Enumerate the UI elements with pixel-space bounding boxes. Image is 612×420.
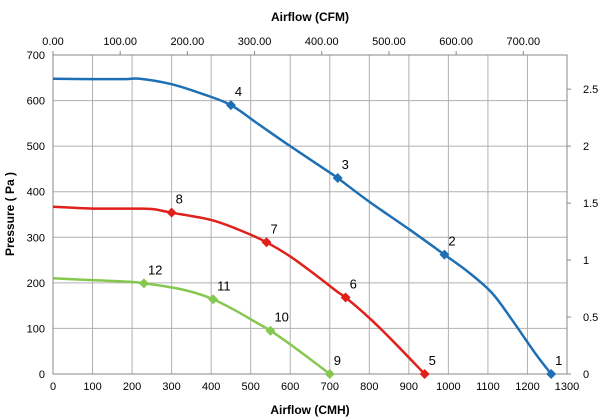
y-tick-label: 700 [27,50,45,62]
data-point-label: 1 [555,353,562,368]
y2-tick-label: 2 [583,141,589,153]
y-axis-title: Pressure ( Pa ) [3,172,17,256]
x2-tick-label: 500.00 [372,36,406,48]
data-point-marker [166,207,177,218]
y-tick-label: 0 [39,369,45,381]
data-point-marker [225,100,236,111]
series-line-1 [52,77,553,375]
data-point-marker [265,325,276,336]
x-tick-label: 300 [162,381,180,393]
data-point-marker [324,369,335,379]
x-tick-label: 1200 [515,381,539,393]
tick-layer: 0 100 200 300 400 500 600 700 800 900 1000 1100 1200… [27,36,599,393]
x-tick-label: 400 [202,381,220,393]
data-point-marker [546,369,557,379]
x-axis-title: Airflow (CMH) [270,403,349,417]
x2-tick-label: 400.00 [305,36,339,48]
x2-tick-label: 300.00 [238,36,272,48]
x-tick-label: 600 [281,381,299,393]
data-point-label: 11 [217,278,231,293]
data-point-label: 5 [429,353,436,368]
y2-tick-label: 0 [583,369,589,381]
x-tick-label: 0 [50,381,56,393]
data-point-label: 7 [271,221,278,236]
x-tick-label: 900 [400,381,418,393]
y-tick-label: 600 [27,96,45,108]
data-point-marker [439,249,450,260]
data-point-marker [419,369,430,379]
data-point-marker [138,278,149,289]
data-point-label: 8 [176,192,183,207]
y2-tick-label: 0.5 [583,312,598,324]
data-point-label: 9 [334,353,341,368]
x2-tick-label: 700.00 [506,36,540,48]
y-tick-label: 500 [27,141,45,153]
plot-frame [52,54,568,375]
x2-tick-label: 200.00 [171,36,205,48]
x-tick-label: 1100 [476,381,500,393]
data-point-label: 10 [274,310,288,325]
x-tick-label: 1300 [555,381,579,393]
y-tick-label: 400 [27,187,45,199]
x-tick-label: 200 [123,381,141,393]
x-tick-label: 100 [83,381,101,393]
y-tick-label: 100 [27,323,45,335]
x2-tick-label: 600.00 [439,36,473,48]
y-tick-label: 200 [27,278,45,290]
grid-layer [52,54,568,375]
x-tick-label: 500 [242,381,260,393]
x-tick-label: 700 [321,381,339,393]
data-point-label: 2 [448,234,455,249]
series-line-3 [52,277,331,375]
x-tick-label: 1000 [436,381,460,393]
x2-tick-label: 0.00 [42,36,63,48]
data-point-marker [208,294,219,305]
x-tick-label: 800 [360,381,378,393]
y2-tick-label: 1 [583,255,589,267]
data-point-label: 4 [235,84,242,99]
y-tick-label: 300 [27,232,45,244]
x2-axis-title: Airflow (CFM) [271,10,349,24]
data-point-marker [340,292,351,303]
y2-tick-label: 1.5 [583,198,598,210]
data-point-label: 12 [148,262,162,277]
x2-tick-label: 100.00 [103,36,137,48]
data-point-label: 6 [350,276,357,291]
data-point-marker [261,237,272,248]
data-point-label: 3 [342,157,349,172]
data-point-marker [332,173,343,184]
y2-tick-label: 2.5 [583,84,598,96]
